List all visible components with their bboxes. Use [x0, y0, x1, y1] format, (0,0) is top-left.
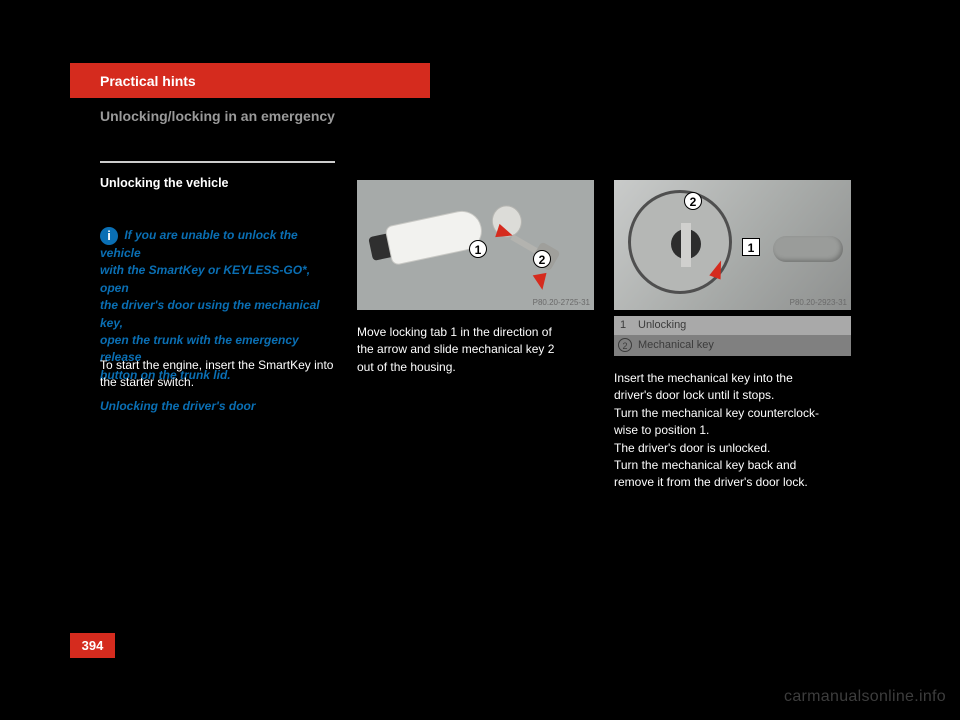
watermark: carmanualsonline.info	[784, 688, 946, 706]
col1-tail: To start the engine, insert the SmartKey…	[100, 357, 335, 392]
legend-text: Mechanical key	[638, 339, 714, 351]
info-line1: If you are unable to unlock the vehicle	[100, 228, 298, 260]
arrow-icon	[533, 273, 550, 291]
header-bar: Practical hints	[70, 63, 430, 98]
col3-tail: Insert the mechanical key into the drive…	[614, 370, 849, 492]
section-title: Unlocking the vehicle	[100, 161, 335, 190]
legend-table: 1 Unlocking 2 Mechanical key	[614, 316, 851, 356]
fig1-body: Move locking tab 1 in the direction of t…	[357, 324, 592, 376]
page-number: 394	[70, 633, 115, 658]
info-icon: i	[100, 227, 118, 245]
callout-1: 1	[469, 240, 487, 258]
legend-row: 1 Unlocking	[614, 316, 851, 335]
header-title: Practical hints	[100, 73, 196, 89]
legend-num: 1	[620, 319, 638, 331]
callout-2: 2	[684, 192, 702, 210]
legend-num: 2	[620, 338, 638, 352]
fig2-id: P80.20-2923-31	[790, 298, 847, 307]
callout-1: 1	[742, 238, 760, 256]
header-subtitle: Unlocking/locking in an emergency	[100, 108, 335, 124]
info-below: Unlocking the driver's door	[100, 398, 335, 415]
fig1-id: P80.20-2725-31	[533, 298, 590, 307]
legend-row: 2 Mechanical key	[614, 335, 851, 356]
figure-doorlock: 1 2 P80.20-2923-31	[614, 180, 851, 310]
figure-keyfob: 1 2 P80.20-2725-31	[357, 180, 594, 310]
legend-text: Unlocking	[638, 319, 686, 331]
callout-2: 2	[533, 250, 551, 268]
